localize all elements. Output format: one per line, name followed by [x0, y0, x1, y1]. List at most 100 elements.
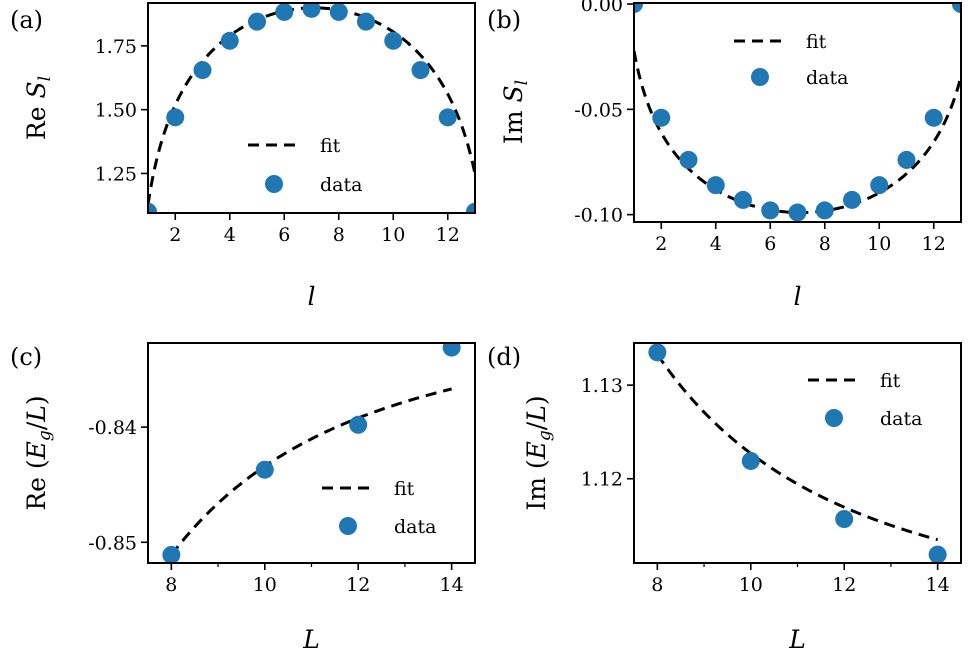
data-point	[843, 190, 861, 209]
x-tick-label: 12	[832, 574, 856, 596]
panel-d-legend: fit data	[808, 370, 922, 430]
fit-curve	[148, 6, 475, 205]
panel-b-xlabel: l	[794, 282, 802, 311]
legend-data-label: data	[880, 408, 922, 430]
data-point	[193, 61, 212, 80]
panel-a-legend: fit data	[248, 135, 362, 196]
data-point	[952, 3, 961, 14]
panel-c-ylabel: Re (Eg/L)	[22, 395, 55, 510]
x-tick-label: 12	[346, 574, 370, 596]
data-point	[442, 343, 461, 357]
x-tick-label: 4	[224, 224, 236, 246]
panel-a-letter: (a)	[10, 6, 43, 34]
data-point	[302, 3, 321, 18]
y-tick-label: 1.12	[581, 469, 623, 491]
data-point	[761, 201, 780, 220]
panel-d-letter: (d)	[487, 343, 521, 371]
data-point	[466, 202, 475, 213]
legend-data-marker	[825, 409, 843, 427]
panel-b-legend: fit data	[734, 31, 848, 89]
data-point	[835, 510, 854, 528]
panel-a-frame	[147, 2, 476, 214]
data-point	[679, 150, 698, 169]
legend-fit-label: fit	[394, 478, 415, 500]
data-point	[220, 31, 239, 50]
legend-fit-label: fit	[880, 370, 901, 392]
data-point	[148, 202, 157, 213]
panel-d: (d) 8 10 12 14 1.12 1.13 L Im (Eg/L) fit data	[487, 342, 962, 654]
data-point	[741, 451, 760, 470]
data-point	[648, 343, 667, 362]
panel-b: (b) 2 4 6 8 10 12 0.00 -0.05 -0.10 l Im Sl fit d…	[487, 0, 962, 311]
x-tick-label: 2	[655, 233, 667, 255]
data-point	[411, 61, 430, 80]
x-tick-label: 12	[922, 233, 946, 255]
y-tick-label: 1.25	[95, 163, 137, 185]
fit-curve	[634, 50, 961, 215]
y-tick-label: -0.85	[88, 532, 137, 554]
x-tick-label: 10	[381, 224, 405, 246]
x-tick-label: 6	[278, 224, 290, 246]
panel-c-frame	[147, 342, 476, 564]
y-tick-label: 1.50	[95, 100, 137, 122]
panel-c: (c) 8 10 12 14 -0.84 -0.85 L Re (Eg/L) fit da…	[10, 342, 476, 654]
x-tick-label: 10	[739, 574, 763, 596]
y-tick-label: -0.10	[574, 205, 623, 227]
data-point	[815, 201, 834, 220]
data-point	[924, 108, 943, 127]
panel-a-xlabel: l	[308, 282, 316, 311]
data-point	[788, 203, 807, 222]
data-point	[634, 3, 643, 14]
data-point	[870, 176, 889, 195]
panel-c-legend: fit data	[322, 478, 436, 538]
x-tick-label: 4	[710, 233, 722, 255]
y-tick-label: -0.05	[574, 99, 623, 121]
x-tick-label: 10	[253, 574, 277, 596]
data-point	[162, 545, 181, 563]
y-tick-label: -0.84	[88, 417, 137, 439]
data-point	[349, 415, 368, 434]
panel-b-ylabel: Im Sl	[499, 80, 532, 144]
data-point	[384, 31, 403, 50]
fit-curve	[170, 387, 452, 556]
legend-data-label: data	[394, 516, 436, 538]
data-point	[329, 3, 348, 21]
x-tick-label: 8	[165, 574, 177, 596]
data-point	[897, 150, 916, 169]
data-point	[166, 108, 185, 127]
data-point	[652, 108, 671, 127]
panel-a: (a) 2 4 6 8 10 12 1.25 1.50 1.75 l Re Sl fit dat…	[10, 2, 476, 311]
panel-a-ylabel: Re Sl	[22, 76, 55, 140]
x-tick-label: 12	[436, 224, 460, 246]
x-tick-label: 14	[440, 574, 464, 596]
y-tick-label: 1.75	[95, 36, 137, 58]
data-point	[255, 460, 274, 479]
legend-data-label: data	[806, 67, 848, 89]
y-tick-label: 0.00	[581, 0, 623, 16]
panel-b-letter: (b)	[487, 6, 521, 34]
x-tick-label: 10	[867, 233, 891, 255]
y-tick-label: 1.13	[581, 375, 623, 397]
panel-c-xlabel: L	[302, 625, 320, 654]
data-point	[734, 190, 752, 209]
data-point	[357, 12, 375, 31]
x-tick-label: 6	[764, 233, 776, 255]
x-tick-label: 14	[926, 574, 950, 596]
data-point	[928, 545, 947, 563]
data-point	[438, 108, 457, 127]
legend-data-label: data	[320, 174, 362, 196]
panel-d-ylabel: Im (Eg/L)	[522, 395, 555, 510]
x-tick-label: 8	[333, 224, 345, 246]
panel-d-xlabel: L	[788, 625, 806, 654]
legend-fit-label: fit	[320, 135, 341, 157]
x-tick-label: 8	[651, 574, 663, 596]
x-tick-label: 2	[169, 224, 181, 246]
panel-b-frame	[633, 2, 962, 223]
legend-data-marker	[339, 517, 357, 535]
data-point	[706, 176, 725, 195]
legend-data-marker	[265, 175, 283, 193]
panel-c-letter: (c)	[10, 343, 42, 371]
legend-fit-label: fit	[806, 31, 827, 53]
fit-curve	[656, 353, 939, 542]
